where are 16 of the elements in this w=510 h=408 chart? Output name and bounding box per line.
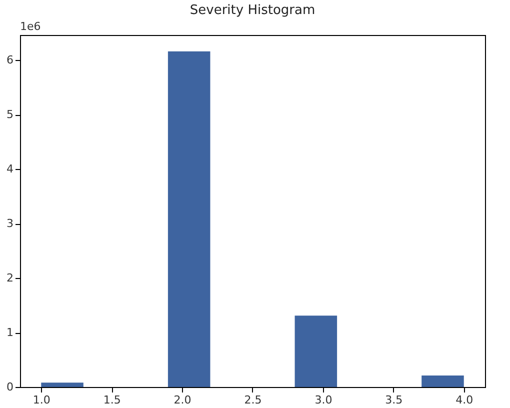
chart-title: Severity Histogram [190,3,316,18]
y-tick-label: 6 [6,54,14,67]
x-tick-label: 4.0 [456,394,474,406]
y-tick-label: 3 [6,217,14,230]
x-tick-label: 3.5 [385,394,403,406]
y-tick-label: 4 [6,162,14,176]
x-tick-label: 3.0 [314,394,332,406]
x-tick-label: 2.0 [174,394,192,406]
y-tick-label: 0 [6,380,14,394]
text: 1e6 [20,20,41,33]
y-tick-label: 1 [6,326,14,340]
x-tick-label: 1.0 [32,394,50,406]
y-tick-label: 2 [6,272,14,285]
x-tick-label: 2.5 [244,394,262,406]
x-tick-label: 1.5 [103,394,121,406]
y-tick-label: 5 [6,108,14,122]
